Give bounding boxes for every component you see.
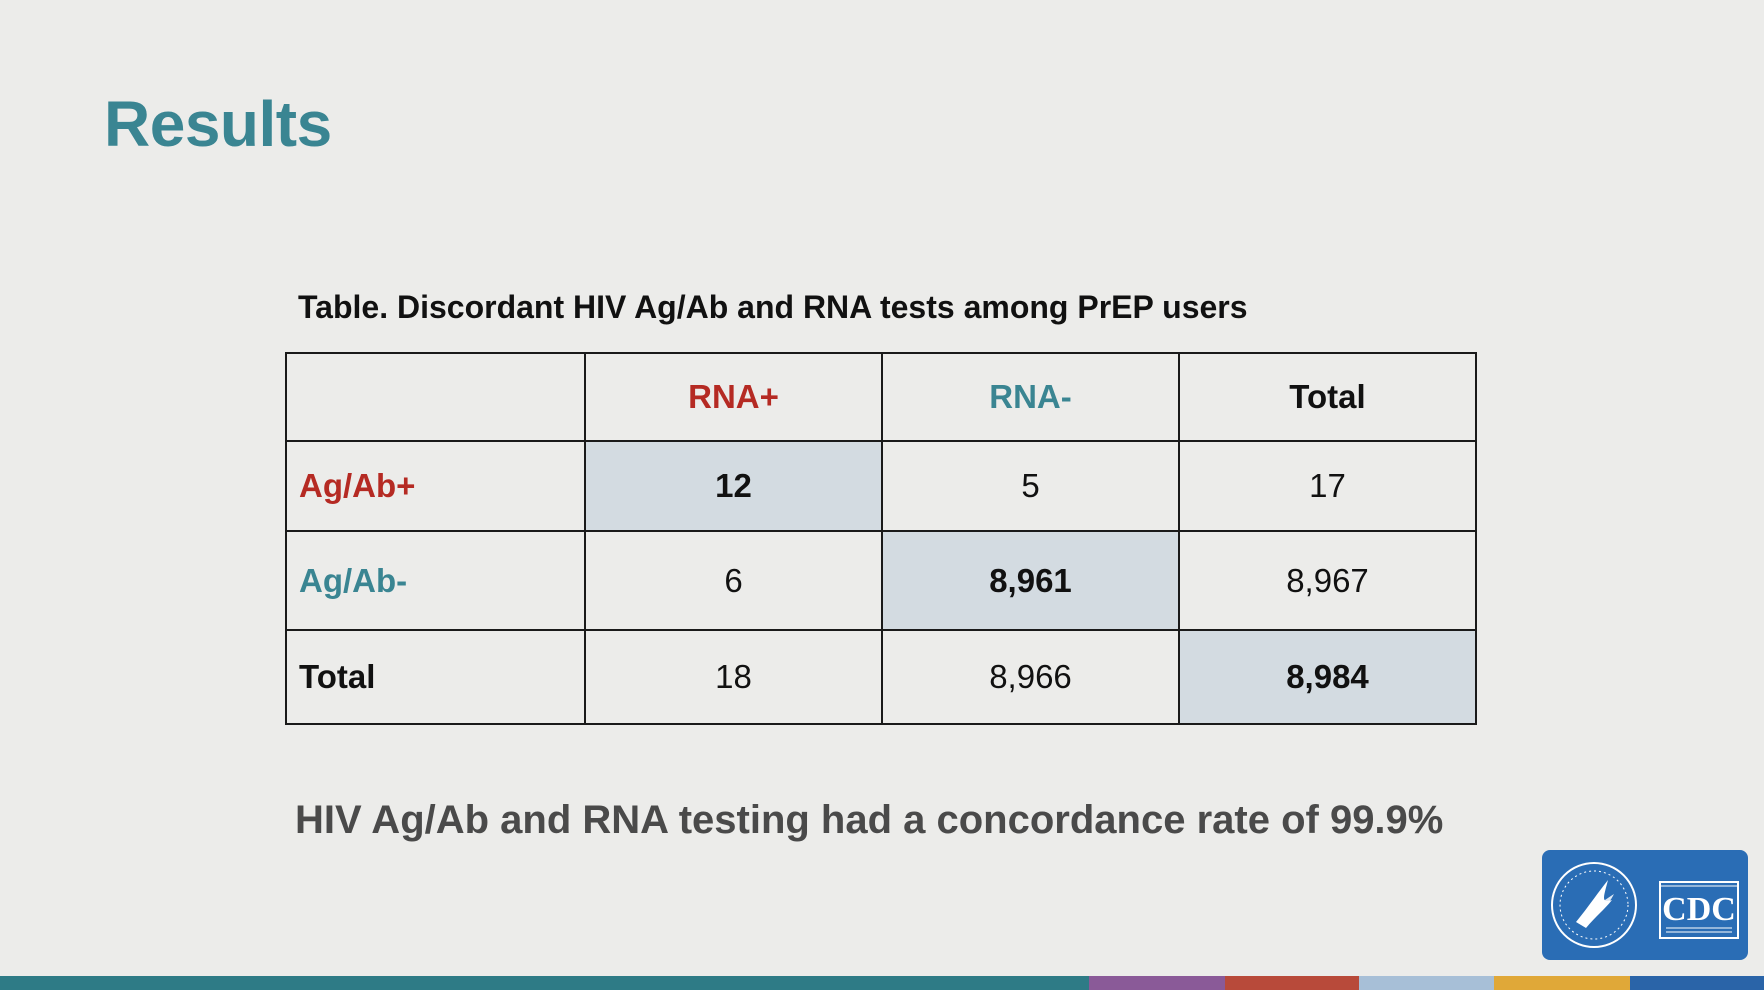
footer-segment (1089, 976, 1225, 990)
table-header-row: RNA+ RNA- Total (285, 352, 1477, 442)
cdc-wordmark: CDC (1662, 891, 1736, 928)
cell-total-rna-neg: 8,966 (881, 629, 1180, 725)
header-cell-empty (285, 352, 586, 442)
logo-background (1542, 850, 1748, 960)
cell-agab-neg-rna-pos: 6 (584, 530, 883, 631)
cell-agab-neg-rna-neg: 8,961 (881, 530, 1180, 631)
results-table: RNA+ RNA- Total Ag/Ab+ 12 5 17 Ag/Ab- 6 … (285, 352, 1477, 725)
row-label-agab-negative: Ag/Ab- (285, 530, 586, 631)
hhs-eagle-seal-icon (1551, 862, 1637, 948)
cell-agab-pos-rna-pos: 12 (584, 440, 883, 532)
table-row: Ag/Ab+ 12 5 17 (285, 440, 1477, 532)
cell-agab-pos-total: 17 (1178, 440, 1477, 532)
header-cell-rna-negative: RNA- (881, 352, 1180, 442)
row-label-total: Total (285, 629, 586, 725)
table-row: Ag/Ab- 6 8,961 8,967 (285, 530, 1477, 631)
cdc-logo: CDC (1542, 850, 1748, 960)
footer-color-bar (0, 976, 1764, 990)
footer-segment (1225, 976, 1359, 990)
footer-segment (1359, 976, 1494, 990)
conclusion-text: HIV Ag/Ab and RNA testing had a concorda… (295, 798, 1444, 842)
table-row: Total 18 8,966 8,984 (285, 629, 1477, 725)
footer-segment (0, 976, 1089, 990)
cell-agab-neg-total: 8,967 (1178, 530, 1477, 631)
header-cell-rna-positive: RNA+ (584, 352, 883, 442)
cell-total-rna-pos: 18 (584, 629, 883, 725)
footer-segment (1494, 976, 1630, 990)
cell-grand-total: 8,984 (1178, 629, 1477, 725)
table-caption: Table. Discordant HIV Ag/Ab and RNA test… (298, 289, 1248, 325)
header-cell-total: Total (1178, 352, 1477, 442)
slide-title: Results (104, 88, 332, 160)
row-label-agab-positive: Ag/Ab+ (285, 440, 586, 532)
footer-segment (1630, 976, 1764, 990)
cell-agab-pos-rna-neg: 5 (881, 440, 1180, 532)
